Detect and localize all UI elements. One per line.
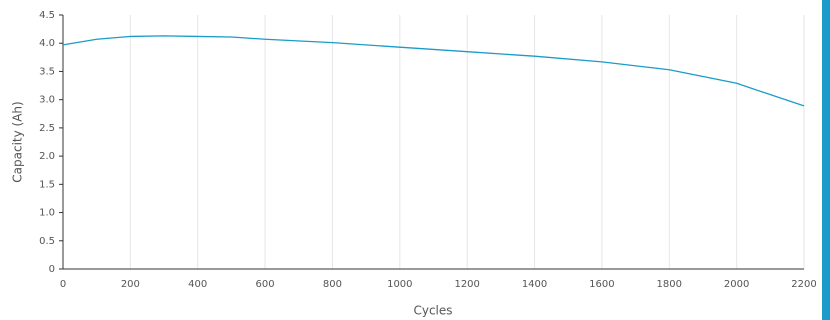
x-tick-label: 1000 bbox=[387, 279, 412, 290]
y-tick-label: 2.5 bbox=[39, 123, 55, 134]
x-tick-label: 600 bbox=[256, 279, 275, 290]
x-tick-label: 1200 bbox=[454, 279, 479, 290]
x-tick-label: 800 bbox=[323, 279, 342, 290]
y-axis-title: Capacity (Ah) bbox=[11, 101, 25, 182]
x-tick-label: 2200 bbox=[791, 279, 816, 290]
x-tick-label: 1600 bbox=[589, 279, 614, 290]
line bbox=[62, 35, 805, 107]
y-tick-label: 4.5 bbox=[39, 10, 55, 21]
x-tick-label: 0 bbox=[60, 279, 66, 290]
y-tick-label: 3.0 bbox=[39, 95, 55, 106]
x-tick-label: 200 bbox=[121, 279, 140, 290]
x-tick-label: 400 bbox=[188, 279, 207, 290]
x-tick-label: 1800 bbox=[657, 279, 682, 290]
scrollbar[interactable] bbox=[822, 0, 830, 320]
y-tick-label: 1.5 bbox=[39, 179, 55, 190]
y-tick-label: 2.0 bbox=[39, 151, 55, 162]
x-tick-label: 2000 bbox=[724, 279, 749, 290]
y-tick-label: 0.5 bbox=[39, 236, 55, 247]
y-tick-label: 1.0 bbox=[39, 208, 55, 219]
y-tick-label: 3.5 bbox=[39, 66, 55, 77]
x-tick-label: 1400 bbox=[522, 279, 547, 290]
y-tick-label: 4.0 bbox=[39, 38, 55, 49]
x-axis-title: Cycles bbox=[413, 304, 452, 318]
y-tick-label: 0 bbox=[49, 264, 55, 275]
